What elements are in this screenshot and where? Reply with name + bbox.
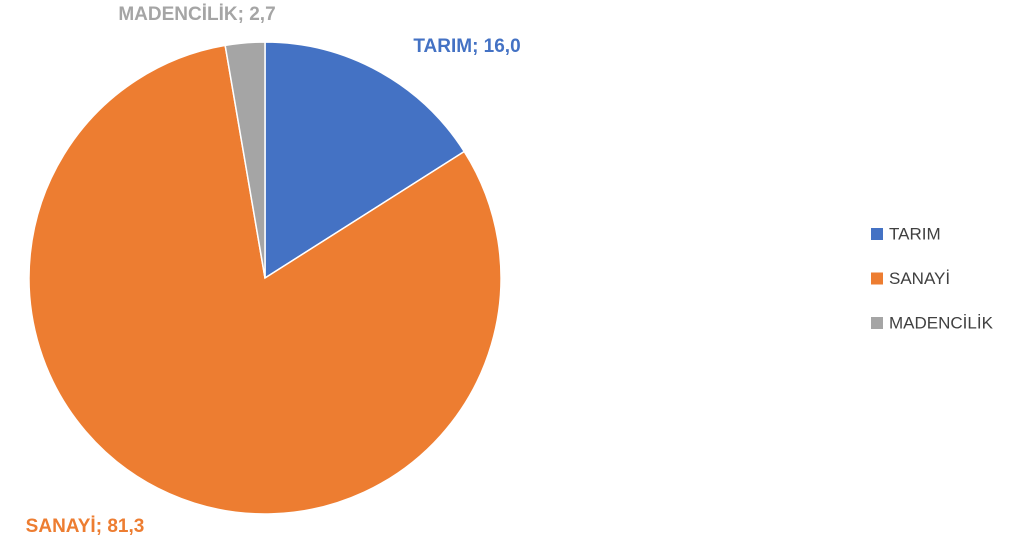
data-label: SANAYİ; 81,3 — [26, 516, 145, 537]
legend-swatch — [871, 317, 883, 329]
legend-label: TARIM — [889, 224, 941, 243]
data-label: TARIM; 16,0 — [413, 36, 520, 57]
legend-swatch — [871, 272, 883, 285]
legend-label: SANAYİ — [889, 269, 950, 288]
pie-slice — [28, 44, 502, 515]
data-label: MADENCİLİK; 2,7 — [118, 4, 275, 25]
pie-slice — [264, 41, 466, 280]
pie-slice — [224, 41, 266, 279]
legend-swatch — [871, 228, 883, 240]
legend-label: MADENCİLİK — [889, 313, 994, 332]
